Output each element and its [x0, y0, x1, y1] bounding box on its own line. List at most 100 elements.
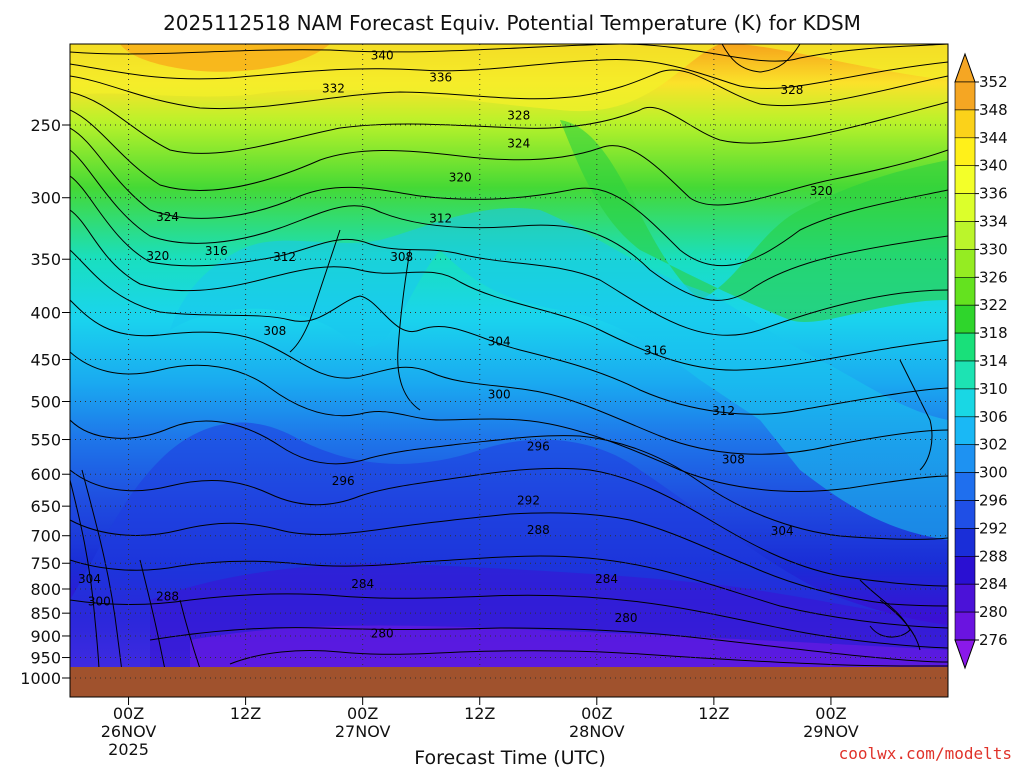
- y-tick-label: 800: [30, 580, 61, 599]
- colorbar-label: 326: [979, 268, 1008, 286]
- colorbar-segment: [954, 221, 976, 250]
- contour-labels: 340 336 332 328 328 324 324 320 320 320 316 312 312 3…: [78, 48, 833, 641]
- contour-label: 288: [156, 589, 179, 603]
- contour-label-text: 324: [156, 210, 179, 224]
- contour-label-text: 280: [615, 611, 638, 625]
- contour-label: 316: [205, 244, 228, 258]
- colorbar-label: 352: [979, 73, 1008, 91]
- contour-label: 288: [527, 523, 550, 537]
- colorbar-segment: [954, 528, 976, 557]
- contour-label: 308: [263, 324, 286, 338]
- y-tick-label: 500: [30, 393, 61, 412]
- contour-label-text: 316: [644, 344, 667, 358]
- y-tick-label: 850: [30, 604, 61, 623]
- colorbar-label: 276: [979, 631, 1008, 649]
- contour-lines: [70, 44, 948, 697]
- colorbar-segment: [954, 304, 976, 334]
- contour-label: 336: [429, 71, 452, 85]
- contour-label-text: 340: [371, 48, 394, 62]
- colorbar-label: 318: [979, 324, 1008, 342]
- colorbar-label: 310: [979, 380, 1008, 398]
- colorbar-segment: [954, 388, 976, 418]
- contour-label: 304: [488, 334, 511, 348]
- y-tick-label: 550: [30, 431, 61, 450]
- contour-label-text: 328: [507, 108, 530, 122]
- x-tick-label: 26NOV: [101, 722, 157, 741]
- colorbar-label: 302: [979, 436, 1008, 454]
- colorbar-segment: [954, 249, 976, 278]
- contour-label: 316: [644, 344, 667, 358]
- contour-label: 304: [78, 572, 101, 586]
- contour-label: 312: [712, 404, 735, 418]
- contour-label-text: 324: [507, 137, 530, 151]
- field-cyan-band: [170, 207, 948, 540]
- contour-label-text: 316: [205, 244, 228, 258]
- y-tick-label: 750: [30, 554, 61, 573]
- colorbar-segment: [954, 165, 976, 194]
- colorbar-segment: [954, 555, 976, 585]
- contour-label: 320: [810, 184, 833, 198]
- contour-label-text: 320: [810, 184, 833, 198]
- colorbar-label: 306: [979, 408, 1008, 426]
- contour-label-text: 284: [351, 577, 374, 591]
- contour-label-text: 280: [371, 627, 394, 641]
- colorbar-label: 300: [979, 464, 1008, 482]
- y-tick-label: 700: [30, 527, 61, 546]
- x-tick-label: 12Z: [230, 704, 261, 723]
- colorbar-segment: [954, 137, 976, 167]
- colorbar-segment: [954, 332, 976, 362]
- colorbar-label: 336: [979, 185, 1008, 203]
- contour-label-text: 308: [390, 250, 413, 264]
- colorbar-segment: [954, 276, 976, 306]
- colorbar-segment: [954, 109, 976, 139]
- contour-label-text: 320: [449, 170, 472, 184]
- contour-label-text: 308: [722, 452, 745, 466]
- x-tick-label: 29NOV: [803, 722, 859, 741]
- y-tick-label: 650: [30, 497, 61, 516]
- y-tick-label: 300: [30, 189, 61, 208]
- contour-label: 320: [449, 170, 472, 184]
- ground-surface: [70, 667, 948, 697]
- x-axis-label: Forecast Time (UTC): [414, 747, 605, 768]
- contour-label: 292: [517, 494, 540, 508]
- contour-label: 296: [332, 474, 355, 488]
- contour-label-text: 300: [88, 594, 111, 608]
- field-warmest-core: [120, 44, 330, 72]
- y-tick-label: 600: [30, 465, 61, 484]
- colorbar-label: 280: [979, 603, 1008, 621]
- contour-label-text: 328: [780, 83, 803, 97]
- contour-label-text: 296: [527, 440, 550, 454]
- colorbar-segment: [954, 360, 976, 390]
- contour-label: 308: [722, 452, 745, 466]
- colorbar-label: 344: [979, 129, 1008, 147]
- contour-label-text: 304: [771, 524, 794, 538]
- plot-frame: [69, 43, 949, 698]
- colorbar-top-arrow: [954, 52, 976, 83]
- contour-label: 312: [273, 250, 296, 264]
- colorbar-label: 334: [979, 213, 1008, 231]
- colorbar-segment: [954, 193, 976, 222]
- contour-label-text: 336: [429, 71, 452, 85]
- contour-label-text: 304: [78, 572, 101, 586]
- y-tick-label: 350: [30, 250, 61, 269]
- colorbar-label: 322: [979, 296, 1008, 314]
- contour-label-text: 304: [488, 334, 511, 348]
- chart-title: 2025112518 NAM Forecast Equiv. Potential…: [163, 11, 861, 35]
- contour-label: 300: [88, 594, 111, 608]
- contour-label: 308: [390, 250, 413, 264]
- y-tick-label: 450: [30, 350, 61, 369]
- field-green-tongue: [560, 120, 948, 323]
- contour-label: 284: [595, 572, 618, 586]
- contour-label: 280: [371, 627, 394, 641]
- contour-label: 296: [527, 440, 550, 454]
- contour-label-text: 288: [156, 589, 179, 603]
- y-tick-label: 250: [30, 116, 61, 135]
- contour-label: 332: [322, 81, 345, 95]
- colorbar-label: 348: [979, 101, 1008, 119]
- colorbar-label: 330: [979, 240, 1008, 258]
- y-tick-label: 1000: [20, 669, 61, 688]
- colorbar-segment: [954, 416, 976, 445]
